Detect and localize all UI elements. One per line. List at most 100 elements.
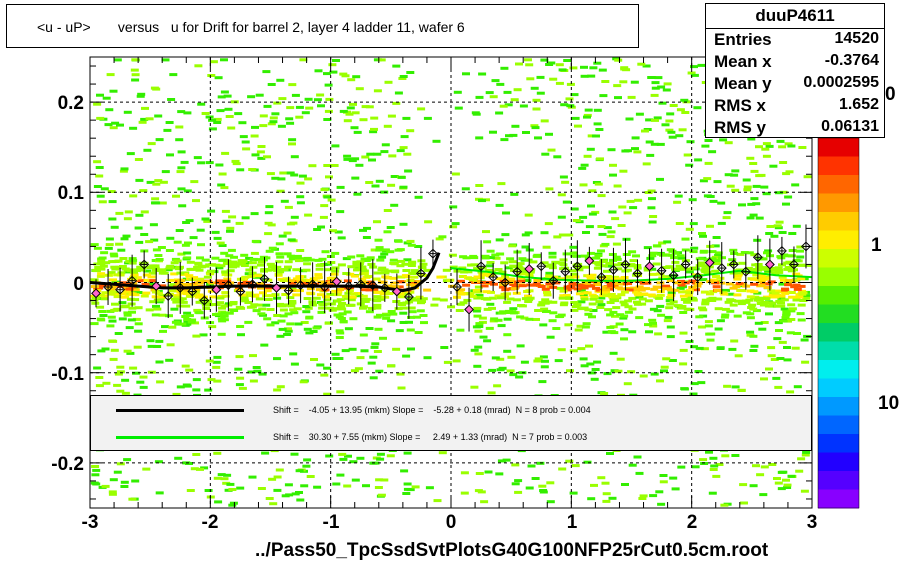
heatmap-cell	[406, 129, 415, 133]
heatmap-cell	[175, 266, 184, 270]
heatmap-cell	[300, 258, 309, 262]
heatmap-cell	[399, 146, 408, 150]
heatmap-cell	[588, 212, 597, 216]
heatmap-cell	[259, 291, 267, 295]
heatmap-cell	[126, 351, 135, 355]
heatmap-cell	[580, 65, 588, 69]
heatmap-cell	[134, 226, 143, 230]
heatmap-cell	[209, 295, 218, 299]
heatmap-cell	[778, 231, 787, 234]
heatmap-cell	[234, 112, 243, 116]
heatmap-cell	[392, 300, 401, 303]
heatmap-cell	[217, 183, 226, 187]
heatmap-cell	[760, 377, 768, 381]
heatmap-cell	[491, 356, 500, 360]
x-tick-label: -1	[322, 512, 340, 533]
heatmap-cell	[133, 276, 142, 280]
heatmap-cell	[106, 73, 115, 77]
heatmap-cell	[582, 322, 591, 326]
heatmap-cell	[526, 77, 535, 81]
heatmap-cell	[349, 317, 358, 321]
heatmap-cell	[708, 257, 717, 261]
heatmap-cell	[631, 136, 640, 140]
heatmap-cell	[572, 219, 581, 222]
heatmap-cell	[452, 359, 461, 363]
heatmap-cell	[306, 258, 315, 262]
heatmap-cell	[474, 352, 483, 356]
heatmap-cell	[249, 257, 258, 261]
heatmap-cell	[424, 220, 433, 224]
heatmap-cell	[516, 315, 525, 319]
heatmap-cell	[382, 316, 391, 320]
stats-label: RMS y	[714, 118, 766, 137]
heatmap-cell	[779, 161, 788, 164]
heatmap-cell	[96, 305, 105, 309]
heatmap-cell	[538, 301, 547, 305]
heatmap-cell	[286, 171, 295, 175]
heatmap-cell	[259, 258, 268, 262]
heatmap-cell	[361, 288, 369, 292]
heatmap-cell	[150, 288, 159, 292]
heatmap-cell	[186, 267, 195, 271]
heatmap-cell	[760, 465, 769, 469]
data-point	[187, 286, 198, 297]
heatmap-cell	[478, 199, 486, 203]
heatmap-cell	[323, 392, 332, 396]
heatmap-cell	[160, 271, 169, 275]
heatmap-cell	[788, 232, 797, 235]
heatmap-cell	[91, 473, 100, 477]
heatmap-cell	[604, 264, 613, 268]
heatmap-cell	[571, 464, 580, 468]
heatmap-cell	[258, 307, 267, 311]
heatmap-cell	[774, 269, 783, 273]
heatmap-cell	[770, 234, 779, 238]
heatmap-cell	[627, 263, 635, 267]
heatmap-cell	[774, 385, 783, 389]
heatmap-cell	[495, 111, 504, 115]
heatmap-cell	[464, 270, 473, 274]
heatmap-cell	[644, 299, 653, 303]
heatmap-cell	[729, 303, 738, 307]
heatmap-cell	[599, 290, 608, 294]
heatmap-cell	[564, 323, 573, 327]
heatmap-cell	[407, 347, 415, 351]
heatmap-cell	[781, 288, 790, 292]
heatmap-cell	[481, 256, 490, 260]
heatmap-cell	[774, 226, 783, 230]
heatmap-cell	[97, 272, 106, 276]
heatmap-cell	[587, 371, 596, 375]
heatmap-cell	[587, 284, 596, 288]
heatmap-cell	[387, 310, 396, 313]
heatmap-cell	[289, 289, 298, 292]
heatmap-cell	[571, 275, 580, 279]
heatmap-cell	[700, 290, 709, 294]
heatmap-cell	[196, 256, 204, 260]
heatmap-cell	[593, 61, 602, 65]
heatmap-cell	[120, 485, 129, 488]
heatmap-cell	[295, 259, 303, 263]
heatmap-cell	[787, 318, 796, 321]
heatmap-cell	[766, 225, 775, 228]
heatmap-cell	[712, 236, 721, 239]
heatmap-cell	[785, 279, 794, 283]
heatmap-cell	[501, 233, 510, 237]
heatmap-cell	[490, 282, 498, 286]
heatmap-cell	[146, 339, 155, 343]
heatmap-cell	[566, 286, 575, 290]
heatmap-cell	[503, 292, 512, 296]
heatmap-cell	[204, 388, 213, 392]
heatmap-cell	[312, 296, 321, 300]
heatmap-cell	[117, 248, 126, 252]
heatmap-cell	[370, 248, 379, 252]
heatmap-cell	[792, 258, 801, 262]
heatmap-cell	[627, 370, 636, 374]
heatmap-cell	[303, 297, 312, 300]
heatmap-cell	[507, 355, 516, 359]
heatmap-cell	[588, 189, 597, 193]
heatmap-cell	[461, 187, 470, 191]
heatmap-cell	[659, 474, 668, 477]
heatmap-cell	[777, 294, 786, 298]
heatmap-cell	[586, 147, 595, 151]
heatmap-cell	[182, 288, 191, 292]
heatmap-cell	[300, 484, 309, 488]
